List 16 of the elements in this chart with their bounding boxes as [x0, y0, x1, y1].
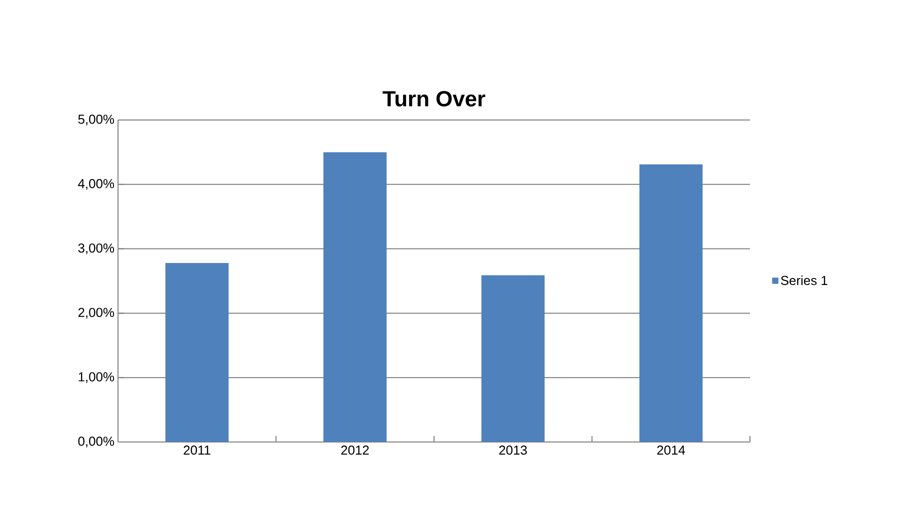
bar: [323, 152, 387, 442]
bar: [481, 275, 545, 442]
bar: [639, 164, 703, 442]
chart-title: Turn Over: [382, 90, 486, 107]
x-tick-label: 2014: [657, 446, 686, 455]
x-tick-label: 2013: [499, 446, 527, 455]
y-tick-label: 2,00%: [78, 308, 114, 319]
y-tick-label: 5,00%: [78, 114, 114, 126]
x-tick-label: 2011: [184, 446, 210, 455]
y-tick-label: 1,00%: [78, 372, 114, 383]
legend-label: Series 1: [780, 276, 828, 286]
bar: [165, 262, 229, 442]
y-tick-label: 4,00%: [78, 179, 114, 190]
y-tick-label: 3,00%: [78, 243, 114, 254]
y-tick-label: 0,00%: [78, 436, 114, 448]
x-tick-label: 2012: [341, 446, 369, 455]
